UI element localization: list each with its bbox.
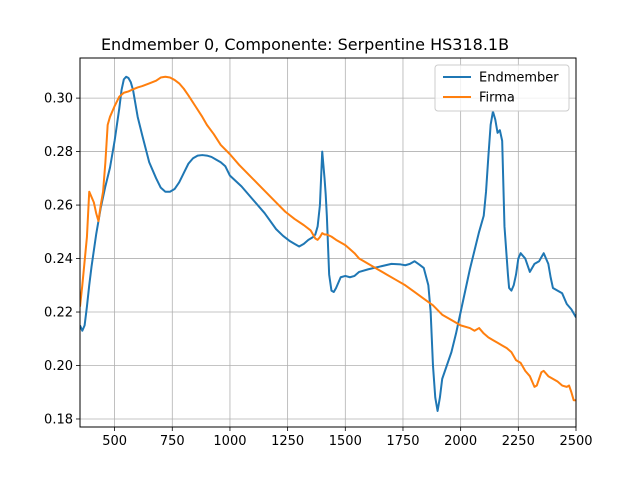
x-axis: 500 750 1000 1250 1500 1750 2000 2250 2500 bbox=[102, 427, 593, 449]
x-tick-label: 2500 bbox=[559, 434, 592, 449]
y-tick-label: 0.26 bbox=[44, 199, 73, 214]
x-tick-label: 2000 bbox=[444, 434, 477, 449]
y-tick-label: 0.18 bbox=[44, 412, 73, 427]
y-tick-label: 0.28 bbox=[44, 145, 73, 160]
y-tick-label: 0.24 bbox=[44, 252, 73, 267]
x-tick-label: 500 bbox=[102, 434, 127, 449]
x-tick-label: 1250 bbox=[271, 434, 304, 449]
legend: Endmember Firma bbox=[434, 64, 570, 112]
x-tick-label: 1750 bbox=[386, 434, 419, 449]
x-tick-label: 1000 bbox=[213, 434, 246, 449]
series-line-endmember bbox=[80, 75, 576, 412]
chart-title: Endmember 0, Componente: Serpentine HS31… bbox=[101, 35, 509, 54]
legend-label: Endmember bbox=[479, 71, 559, 86]
x-tick-label: 2250 bbox=[502, 434, 535, 449]
y-axis: 0.18 0.20 0.22 0.24 0.26 0.28 0.30 bbox=[44, 92, 80, 427]
x-tick-label: 750 bbox=[160, 434, 185, 449]
series-layer bbox=[80, 75, 576, 412]
y-tick-label: 0.20 bbox=[44, 359, 73, 374]
series-line-firma bbox=[80, 75, 576, 402]
legend-label: Firma bbox=[479, 91, 515, 106]
plot-frame bbox=[79, 57, 577, 428]
x-tick-label: 1500 bbox=[329, 434, 362, 449]
y-tick-label: 0.30 bbox=[44, 92, 73, 107]
y-tick-label: 0.22 bbox=[44, 306, 73, 321]
